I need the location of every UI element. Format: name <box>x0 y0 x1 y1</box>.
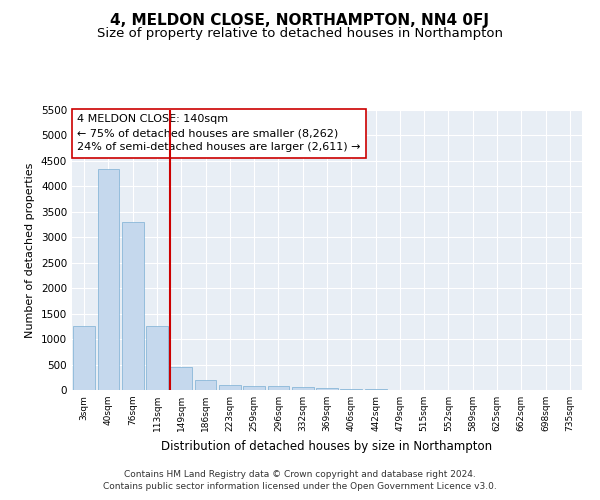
Bar <box>268 386 289 390</box>
Bar <box>97 168 119 390</box>
Y-axis label: Number of detached properties: Number of detached properties <box>25 162 35 338</box>
Bar <box>316 388 338 390</box>
Text: 4, MELDON CLOSE, NORTHAMPTON, NN4 0FJ: 4, MELDON CLOSE, NORTHAMPTON, NN4 0FJ <box>110 12 490 28</box>
Bar <box>243 386 265 390</box>
Bar <box>73 326 95 390</box>
Bar <box>122 222 143 390</box>
Text: Contains public sector information licensed under the Open Government Licence v3: Contains public sector information licen… <box>103 482 497 491</box>
Bar <box>292 388 314 390</box>
Bar <box>219 385 241 390</box>
Text: 4 MELDON CLOSE: 140sqm
← 75% of detached houses are smaller (8,262)
24% of semi-: 4 MELDON CLOSE: 140sqm ← 75% of detached… <box>77 114 361 152</box>
X-axis label: Distribution of detached houses by size in Northampton: Distribution of detached houses by size … <box>161 440 493 452</box>
Text: Contains HM Land Registry data © Crown copyright and database right 2024.: Contains HM Land Registry data © Crown c… <box>124 470 476 479</box>
Bar <box>146 326 168 390</box>
Text: Size of property relative to detached houses in Northampton: Size of property relative to detached ho… <box>97 28 503 40</box>
Bar <box>194 380 217 390</box>
Bar <box>170 367 192 390</box>
Bar <box>340 389 362 390</box>
